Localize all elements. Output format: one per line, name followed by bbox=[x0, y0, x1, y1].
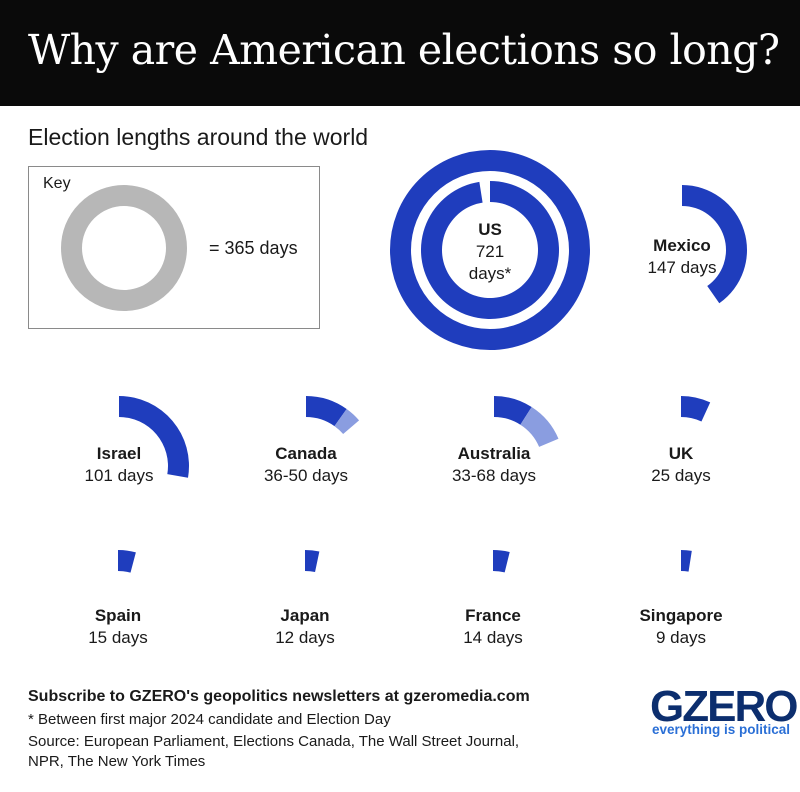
mexico-value: 147 days bbox=[648, 258, 717, 277]
australia-range-arc bbox=[520, 406, 559, 447]
logo-tagline: everything is political bbox=[652, 722, 791, 737]
page-title: Why are American elections so long? bbox=[28, 26, 780, 74]
footnote: * Between first major 2024 candidate and… bbox=[28, 711, 391, 728]
spain-value: 15 days bbox=[88, 628, 148, 647]
japan-arc bbox=[305, 550, 320, 573]
chart-subtitle: Election lengths around the world bbox=[28, 124, 369, 150]
us-ring-1 bbox=[390, 150, 590, 350]
australia-arc bbox=[494, 396, 532, 425]
legend-key-ring bbox=[61, 185, 187, 311]
us-label: US bbox=[478, 220, 502, 239]
gzero-logo: GZERO bbox=[650, 682, 798, 731]
japan-value: 12 days bbox=[275, 628, 335, 647]
us-value: 721 days* bbox=[469, 242, 512, 283]
spain-label: Spain bbox=[95, 606, 141, 625]
canada-label: Canada bbox=[275, 444, 337, 463]
source-line-1: Source: European Parliament, Elections C… bbox=[28, 733, 520, 750]
israel-value: 101 days bbox=[85, 466, 154, 485]
singapore-value: 9 days bbox=[656, 628, 706, 647]
singapore-arc bbox=[681, 550, 692, 572]
mexico-arc bbox=[682, 185, 748, 304]
israel-arc bbox=[119, 396, 189, 478]
japan-label: Japan bbox=[280, 606, 329, 625]
spain-arc bbox=[118, 550, 136, 573]
header-bar: Why are American elections so long? bbox=[0, 0, 800, 106]
source-line-2: NPR, The New York Times bbox=[28, 753, 206, 770]
france-label: France bbox=[465, 606, 521, 625]
australia-value: 33-68 days bbox=[452, 466, 536, 485]
subscribe-text: Subscribe to GZERO's geopolitics newslet… bbox=[28, 688, 530, 705]
singapore-label: Singapore bbox=[639, 606, 722, 625]
uk-arc bbox=[681, 396, 711, 422]
canada-value: 36-50 days bbox=[264, 466, 348, 485]
france-arc bbox=[493, 550, 510, 573]
uk-label: UK bbox=[669, 444, 694, 463]
us-ring-2 bbox=[420, 181, 559, 320]
canada-arc bbox=[306, 396, 347, 427]
australia-label: Australia bbox=[458, 444, 531, 463]
uk-value: 25 days bbox=[651, 466, 711, 485]
mexico-label: Mexico bbox=[653, 236, 711, 255]
canada-range-arc bbox=[334, 409, 360, 435]
legend-key-label: Key bbox=[43, 175, 71, 192]
israel-label: Israel bbox=[97, 444, 141, 463]
legend-key-box: Key = 365 days bbox=[28, 166, 320, 329]
france-value: 14 days bbox=[463, 628, 523, 647]
legend-key-value: = 365 days bbox=[209, 238, 298, 258]
